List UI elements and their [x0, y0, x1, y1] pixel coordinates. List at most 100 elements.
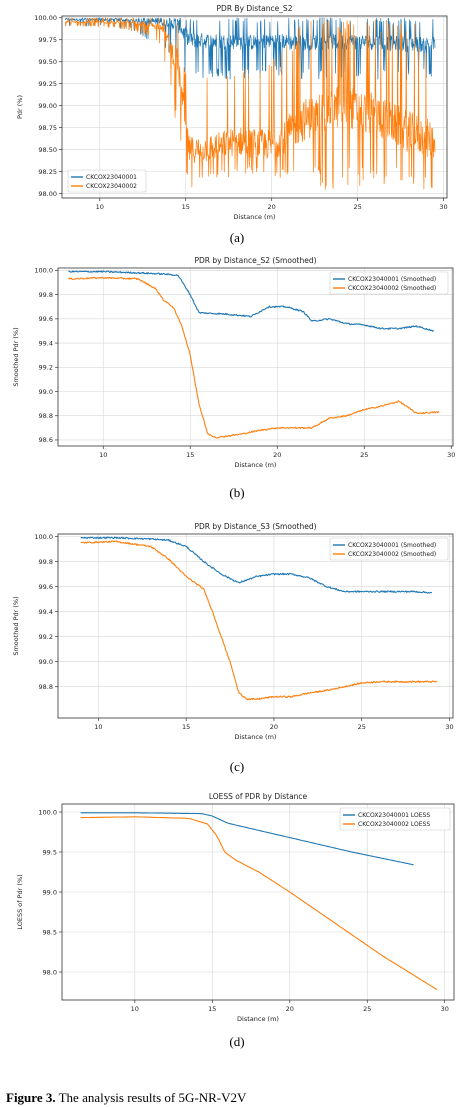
- chart-c-xtick-label: 30: [445, 723, 453, 731]
- panel-label-c: (c): [229, 759, 245, 774]
- chart-c-xtick-label: 15: [182, 723, 190, 731]
- chart-d-xtick-label: 25: [363, 1005, 371, 1013]
- chart-a-svg: PDR By Distance_S2 10 15 20 25 30 98.00 98.25 98…: [16, 4, 448, 221]
- chart-d-legend: CKCOX23040001 LOESS CKCOX23040002 LOESS: [339, 807, 451, 831]
- chart-d-ytick-label: 99.5: [43, 848, 57, 856]
- chart-c-legend-label-2: CKCOX23040002 (Smoothed): [348, 551, 436, 558]
- chart-c-svg: PDR by Distance_S3 (Smoothed) 10 15 20 25 30 9…: [12, 522, 454, 741]
- chart-a-xtick-label: 25: [353, 203, 361, 211]
- chart-b-xlabel: Distance (m): [235, 461, 277, 469]
- chart-d-ytick-label: 100.0: [38, 808, 57, 816]
- panel-label-d: (d): [229, 1034, 245, 1049]
- chart-a-legend-box: [67, 169, 147, 193]
- chart-a-ytick-label: 98.25: [38, 168, 57, 176]
- chart-a-ytick-label: 99.25: [38, 80, 57, 88]
- chart-c-legend-box: [329, 537, 449, 561]
- chart-d-series-group: [80, 812, 438, 991]
- chart-d-ytick-label: 98.5: [43, 928, 57, 936]
- chart-a-legend: CKCOX23040001 CKCOX23040002: [67, 169, 147, 193]
- chart-b-ytick-label: 99.6: [39, 315, 53, 323]
- chart-c-ytick-label: 98.8: [39, 683, 53, 691]
- chart-a-xtick-label: 30: [439, 203, 447, 211]
- chart-a-ytick-label: 98.75: [38, 124, 57, 132]
- chart-b-xtick-label: 10: [99, 451, 107, 459]
- chart-d-legend-box: [339, 807, 451, 831]
- chart-a-ytick-label: 98.00: [38, 190, 57, 198]
- chart-d-plot-frame: [61, 803, 455, 1001]
- chart-c-ytick-label: 99.8: [39, 558, 53, 566]
- chart-c-title: PDR by Distance_S3 (Smoothed): [194, 522, 316, 531]
- chart-b-ytick-label: 99.0: [39, 388, 53, 396]
- chart-c-series-line-2: [80, 540, 438, 701]
- chart-c-xtick-label: 20: [270, 723, 278, 731]
- chart-a-series-line-1: [65, 17, 436, 80]
- chart-d-ytick-label: 99.0: [43, 888, 57, 896]
- figure-caption: Figure 3. The analysis results of 5G-NR-…: [6, 1090, 246, 1106]
- chart-c-ytick-label: 100.0: [34, 533, 53, 541]
- chart-a-xtick-label: 10: [96, 203, 104, 211]
- chart-d-xtick-label: 10: [131, 1005, 139, 1013]
- chart-a-legend-label-1: CKCOX23040001: [86, 174, 137, 181]
- chart-b-ytick-label: 100.0: [34, 267, 53, 275]
- caption-label: Figure 3.: [6, 1090, 56, 1105]
- chart-panel-d: LOESS of PDR by Distance 10 15 20 25 30 98.0 98…: [0, 782, 474, 1034]
- chart-c-xlabel: Distance (m): [235, 733, 277, 741]
- chart-a-legend-label-2: CKCOX23040002: [86, 183, 137, 190]
- chart-c-legend-label-1: CKCOX23040001 (Smoothed): [348, 542, 436, 549]
- chart-d-svg: LOESS of PDR by Distance 10 15 20 25 30 98.0 98…: [16, 792, 455, 1023]
- chart-a-series-line-2: [65, 17, 436, 190]
- chart-b-legend: CKCOX23040001 (Smoothed) CKCOX23040002 (S…: [329, 271, 449, 295]
- chart-b-series-line-2: [68, 276, 440, 439]
- chart-b-title: PDR by Distance_S2 (Smoothed): [194, 256, 316, 265]
- chart-d-ylabel: LOESS of Pdr (%): [16, 874, 24, 929]
- chart-b-ytick-label: 99.4: [39, 339, 53, 347]
- chart-d-xtick-label: 15: [208, 1005, 216, 1013]
- panel-label-a: (a): [229, 230, 245, 245]
- chart-d-ytick-label: 98.0: [43, 968, 57, 976]
- chart-b-xtick-label: 25: [360, 451, 368, 459]
- chart-c-series-group: [80, 536, 438, 701]
- chart-a-ytick-label: 100.00: [34, 14, 57, 22]
- chart-b-plot-frame: [57, 267, 454, 447]
- chart-c-ytick-label: 99.6: [39, 583, 53, 591]
- chart-b-ylabel: Smoothed Pdr (%): [12, 327, 20, 386]
- chart-d-series-line-2: [80, 816, 438, 991]
- chart-d-xlabel: Distance (m): [237, 1015, 279, 1023]
- caption-text: The analysis results of 5G-NR-V2V: [58, 1090, 247, 1105]
- chart-c-xtick-label: 25: [358, 723, 366, 731]
- chart-d-xtick-label: 20: [286, 1005, 294, 1013]
- chart-a-series-group: [65, 17, 436, 190]
- chart-panel-a: PDR By Distance_S2 10 15 20 25 30 98.00 98.25 98…: [0, 0, 474, 232]
- chart-c-xtick-label: 10: [94, 723, 102, 731]
- chart-c-ytick-label: 99.0: [39, 658, 53, 666]
- chart-b-ytick-label: 98.6: [39, 436, 53, 444]
- chart-d-title: LOESS of PDR by Distance: [209, 792, 308, 801]
- chart-d-legend-label-2: CKCOX23040002 LOESS: [358, 821, 430, 828]
- chart-b-xtick-label: 15: [186, 451, 194, 459]
- chart-panel-c: PDR by Distance_S3 (Smoothed) 10 15 20 25 30 9…: [0, 518, 474, 754]
- chart-a-xtick-label: 15: [182, 203, 190, 211]
- chart-c-plot-frame: [57, 533, 454, 719]
- chart-b-legend-box: [329, 271, 449, 295]
- chart-a-xlabel: Distance (m): [234, 213, 276, 221]
- chart-b-legend-label-1: CKCOX23040001 (Smoothed): [348, 276, 436, 283]
- chart-d-xtick-label: 30: [441, 1005, 449, 1013]
- chart-b-ytick-label: 99.2: [39, 364, 53, 372]
- chart-a-title: PDR By Distance_S2: [217, 4, 293, 13]
- chart-c-ylabel: Smoothed Pdr (%): [12, 596, 20, 655]
- chart-c-legend: CKCOX23040001 (Smoothed) CKCOX23040002 (S…: [329, 537, 449, 561]
- chart-b-svg: PDR by Distance_S2 (Smoothed) 10 15 20 25 30 9…: [12, 256, 455, 469]
- panel-label-b: (b): [229, 485, 245, 500]
- chart-a-plot-frame: [61, 15, 448, 199]
- chart-c-ytick-label: 99.2: [39, 633, 53, 641]
- chart-b-xtick-label: 30: [447, 451, 455, 459]
- chart-b-series-group: [68, 270, 440, 439]
- chart-c-series-line-1: [80, 536, 433, 594]
- chart-d-legend-label-1: CKCOX23040001 LOESS: [358, 812, 430, 819]
- chart-b-series-line-1: [68, 270, 434, 332]
- chart-b-legend-label-2: CKCOX23040002 (Smoothed): [348, 285, 436, 292]
- chart-a-ytick-label: 99.50: [38, 58, 57, 66]
- chart-a-ylabel: Pdr (%): [16, 95, 24, 119]
- chart-c-ytick-label: 99.4: [39, 608, 53, 616]
- chart-b-xtick-label: 20: [273, 451, 281, 459]
